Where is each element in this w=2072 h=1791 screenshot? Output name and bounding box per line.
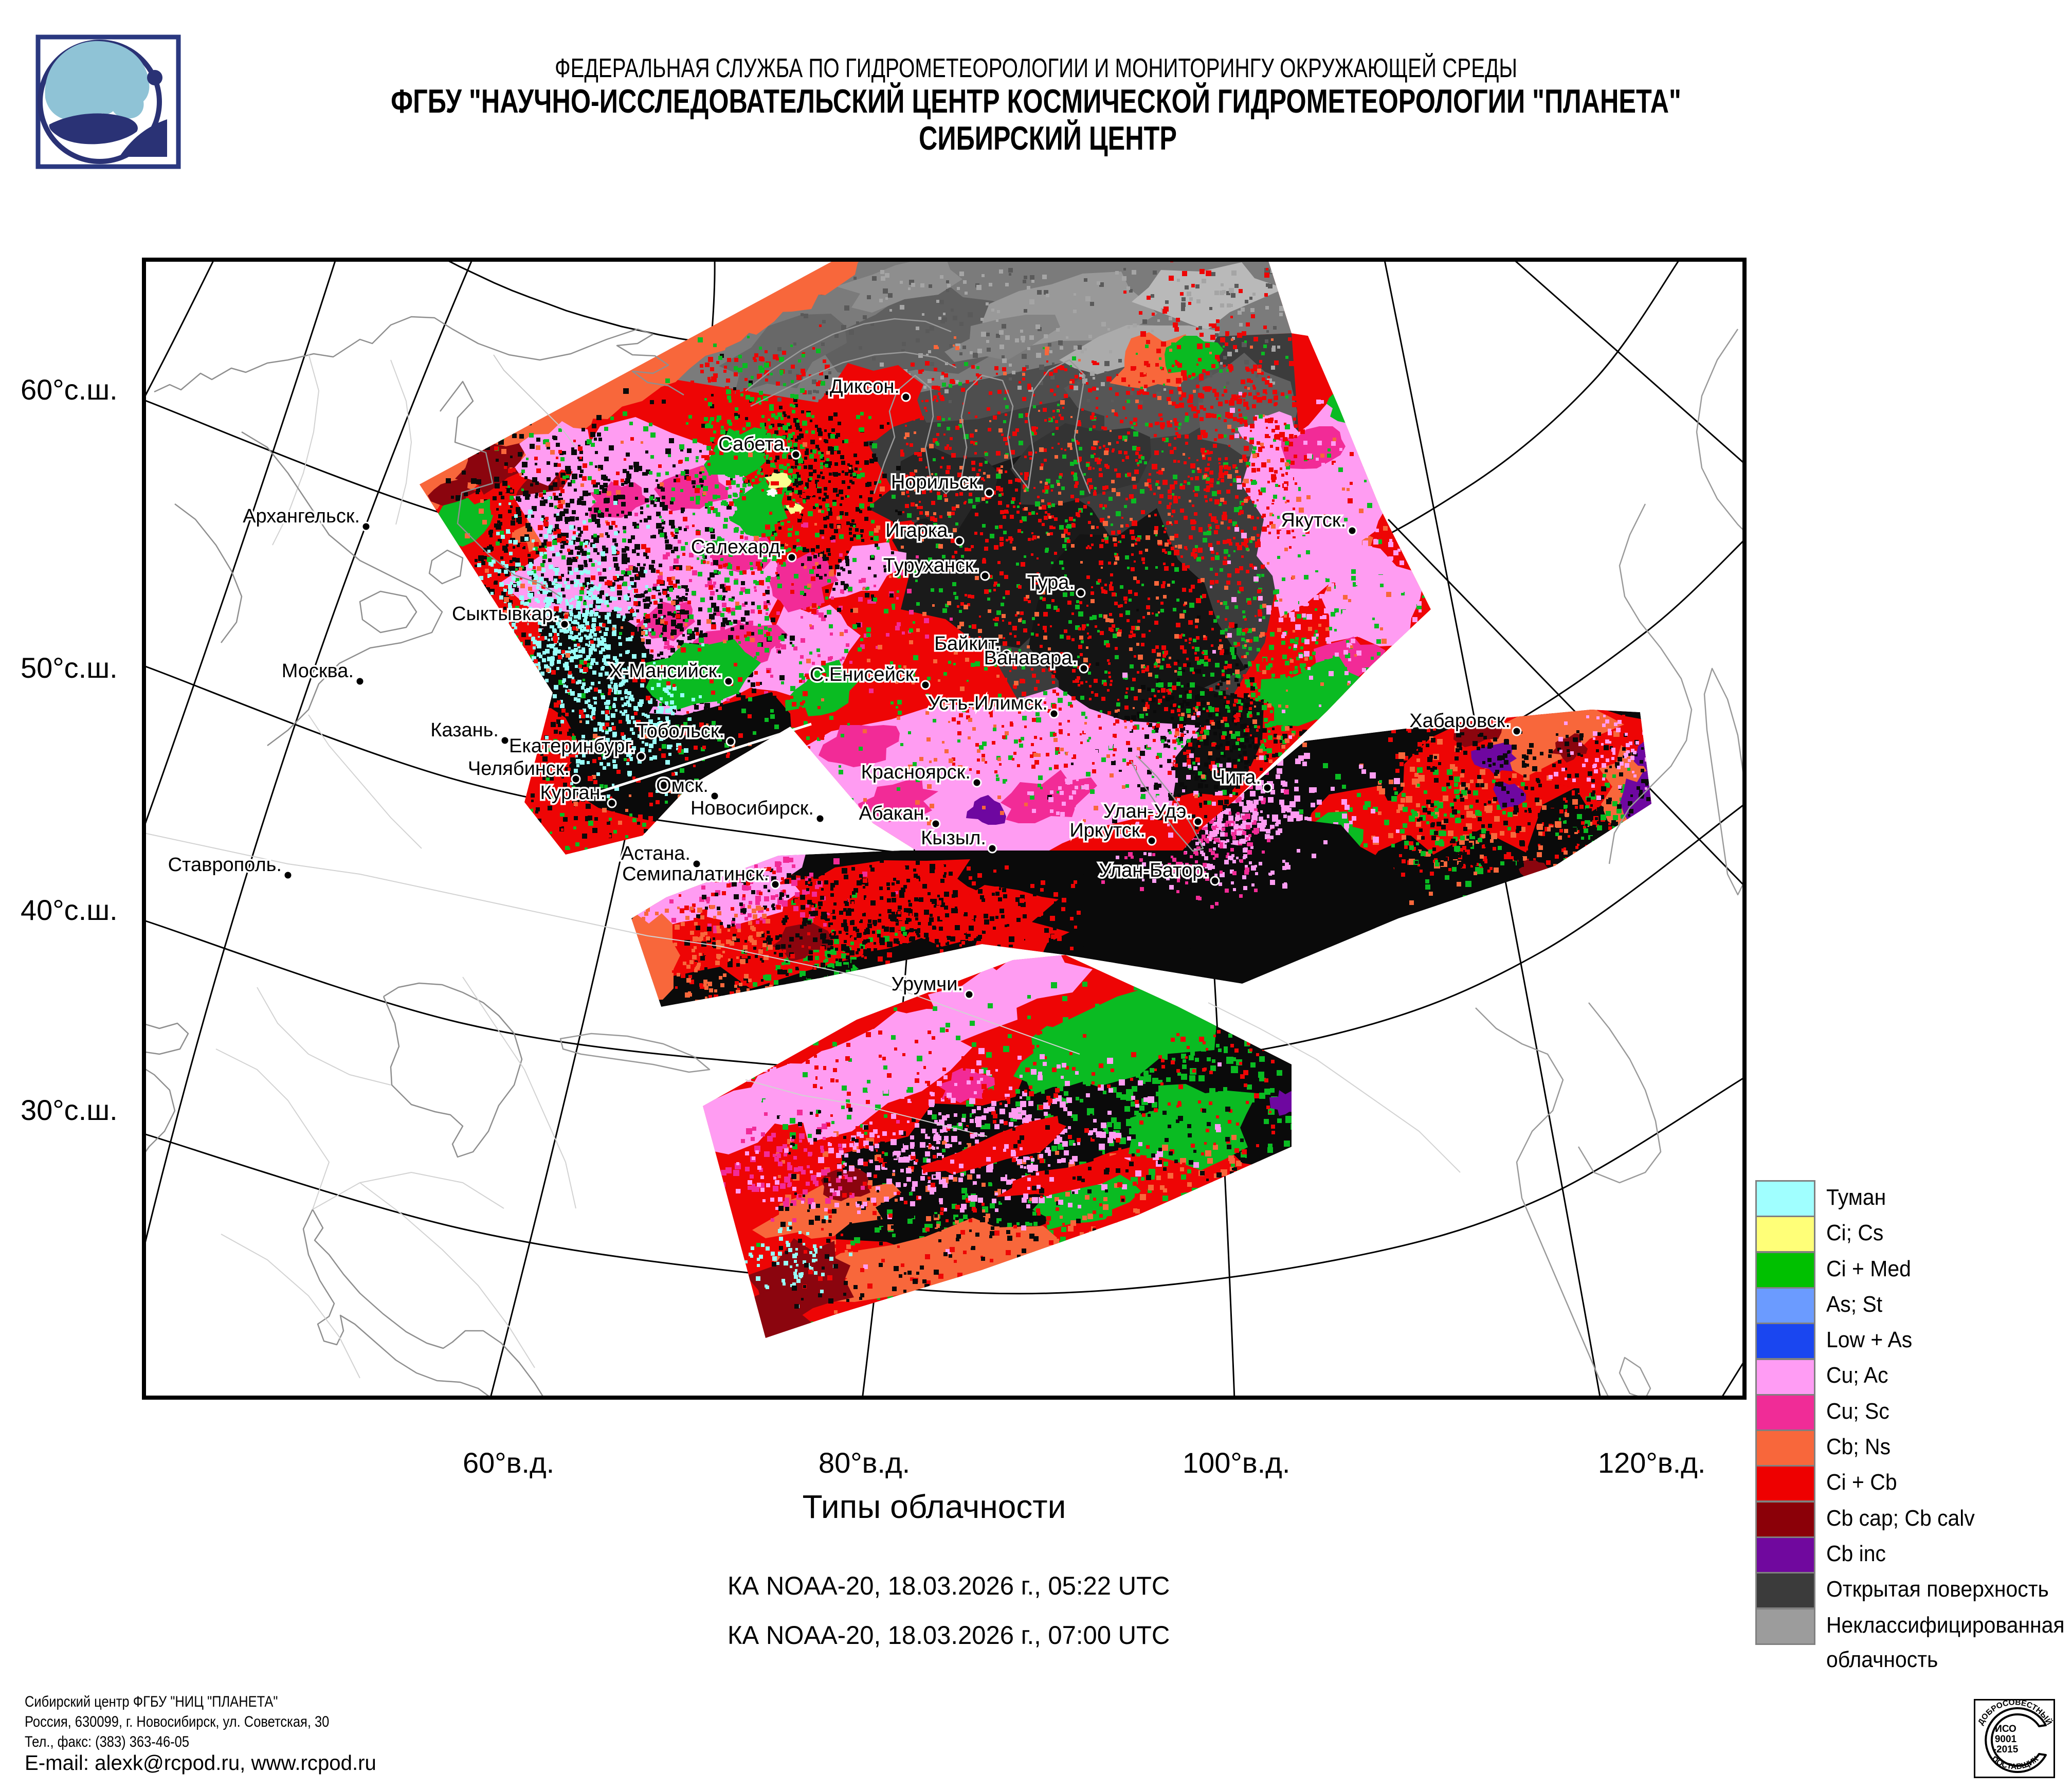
svg-text:Туруханск.: Туруханск.	[883, 555, 979, 576]
svg-text:Иркутск.: Иркутск.	[1069, 820, 1146, 841]
svg-text:Казань.: Казань.	[430, 719, 499, 741]
svg-text:Тобольск.: Тобольск.	[636, 720, 724, 742]
svg-text:Байкит.: Байкит.	[934, 633, 1001, 655]
svg-text:Архангельск.: Архангельск.	[243, 505, 360, 527]
svg-text:Салехард.: Салехард.	[691, 536, 786, 558]
svg-text:Урумчи.: Урумчи.	[892, 973, 963, 995]
svg-text:Якутск.: Якутск.	[1281, 510, 1346, 531]
svg-text:Игарка.: Игарка.	[885, 520, 953, 541]
svg-text:Чита.: Чита.	[1212, 767, 1261, 788]
svg-text:9001: 9001	[1995, 1734, 2017, 1745]
svg-text:Кызыл.: Кызыл.	[921, 827, 986, 849]
svg-text:С.Енисейск.: С.Енисейск.	[810, 664, 919, 685]
svg-text:Курган.: Курган.	[540, 782, 606, 804]
svg-text:-2015: -2015	[1993, 1744, 2019, 1755]
svg-text:Астана.: Астана.	[621, 843, 690, 864]
svg-text:Улан-Удэ.: Улан-Удэ.	[1103, 801, 1192, 822]
svg-text:Семипалатинск.: Семипалатинск.	[622, 863, 769, 885]
svg-text:Усть-Илимск.: Усть-Илимск.	[928, 693, 1048, 714]
svg-text:Тура.: Тура.	[1027, 572, 1075, 593]
svg-text:Диксон.: Диксон.	[830, 376, 900, 397]
svg-text:Новосибирск.: Новосибирск.	[690, 798, 814, 819]
svg-text:Норильск.: Норильск.	[891, 472, 983, 493]
svg-text:Сабета.: Сабета.	[718, 433, 790, 455]
svg-text:Ванавара.: Ванавара.	[984, 647, 1078, 669]
svg-text:Улан-Батор.: Улан-Батор.	[1099, 860, 1209, 881]
svg-text:Ставрополь.: Ставрополь.	[168, 854, 282, 876]
svg-text:Х-Мансийск.: Х-Мансийск.	[609, 660, 722, 682]
svg-text:Сыктывкар.: Сыктывкар.	[452, 603, 558, 625]
svg-text:Челябинск.: Челябинск.	[468, 758, 570, 780]
svg-text:Омск.: Омск.	[656, 775, 708, 797]
svg-text:ИСО: ИСО	[1995, 1724, 2016, 1734]
svg-text:Екатеринбург.: Екатеринбург.	[509, 735, 635, 757]
svg-text:Абакан.: Абакан.	[859, 803, 930, 824]
svg-text:Хабаровск.: Хабаровск.	[1409, 710, 1511, 732]
svg-text:Москва.: Москва.	[282, 660, 354, 682]
svg-text:Красноярск.: Красноярск.	[861, 762, 971, 783]
